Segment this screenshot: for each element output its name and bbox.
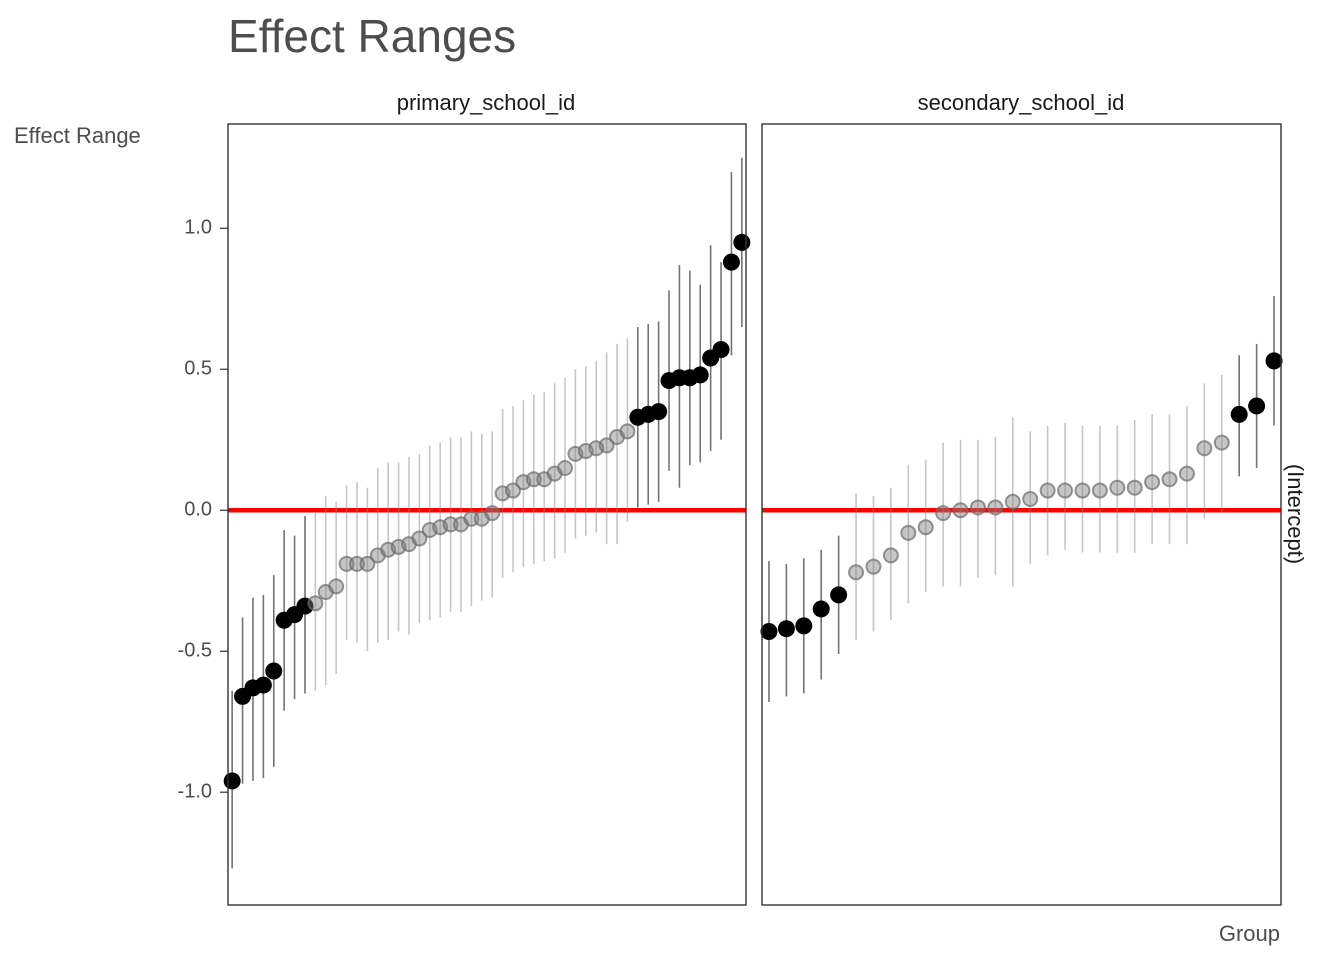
point-non-significant: [484, 505, 501, 522]
panel-border: [227, 123, 747, 906]
panel-primary-school-id: [223, 123, 751, 906]
point-significant: [733, 233, 751, 251]
point-non-significant: [1144, 474, 1161, 491]
point-non-significant: [1004, 493, 1021, 510]
point-non-significant: [1213, 434, 1230, 451]
point-significant: [722, 253, 740, 271]
point-significant: [760, 623, 778, 641]
point-non-significant: [848, 564, 865, 581]
point-significant: [1248, 397, 1266, 415]
point-non-significant: [1126, 479, 1143, 496]
strip-label-right: secondary_school_id: [918, 90, 1125, 115]
chart-title: Effect Ranges: [228, 10, 516, 62]
point-non-significant: [1109, 479, 1126, 496]
point-non-significant: [619, 423, 636, 440]
point-significant: [650, 403, 668, 421]
y-axis-title: Effect Range: [14, 123, 141, 148]
point-significant: [777, 620, 795, 638]
point-non-significant: [1057, 482, 1074, 499]
panel-border: [761, 123, 1282, 906]
point-significant: [254, 676, 272, 694]
point-non-significant: [557, 459, 574, 476]
point-non-significant: [598, 437, 615, 454]
point-non-significant: [328, 578, 345, 595]
point-non-significant: [359, 555, 376, 572]
y-tick-label: 0.5: [184, 358, 212, 380]
point-significant: [830, 586, 848, 604]
point-significant: [795, 617, 813, 635]
point-non-significant: [1161, 471, 1178, 488]
point-non-significant: [900, 524, 917, 541]
point-non-significant: [969, 499, 986, 516]
point-non-significant: [1091, 482, 1108, 499]
point-significant: [265, 662, 283, 680]
point-significant: [1230, 405, 1248, 423]
y-tick-label: 1.0: [184, 217, 212, 239]
point-non-significant: [987, 499, 1004, 516]
y-tick-label: -0.5: [178, 640, 212, 662]
y-tick-label: 0.0: [184, 499, 212, 521]
y-axis: -1.0 -0.5 0.0 0.5 1.0: [178, 217, 228, 803]
point-non-significant: [505, 482, 522, 499]
point-non-significant: [1178, 465, 1195, 482]
panel-secondary-school-id: [760, 123, 1283, 906]
point-significant: [691, 366, 709, 384]
point-non-significant: [1196, 440, 1213, 457]
point-non-significant: [865, 558, 882, 575]
point-non-significant: [882, 547, 899, 564]
point-significant: [223, 772, 241, 790]
point-non-significant: [307, 595, 324, 612]
facet-row-label: (Intercept): [1283, 464, 1308, 564]
point-non-significant: [1022, 490, 1039, 507]
point-non-significant: [917, 519, 934, 536]
point-significant: [812, 600, 830, 618]
x-axis-title: Group: [1219, 921, 1280, 946]
point-non-significant: [411, 530, 428, 547]
point-non-significant: [1074, 482, 1091, 499]
point-significant: [1265, 352, 1283, 370]
point-non-significant: [935, 505, 952, 522]
point-significant: [712, 341, 730, 359]
y-tick-label: -1.0: [178, 781, 212, 803]
point-non-significant: [952, 502, 969, 519]
point-non-significant: [1039, 482, 1056, 499]
strip-label-left: primary_school_id: [397, 90, 576, 115]
